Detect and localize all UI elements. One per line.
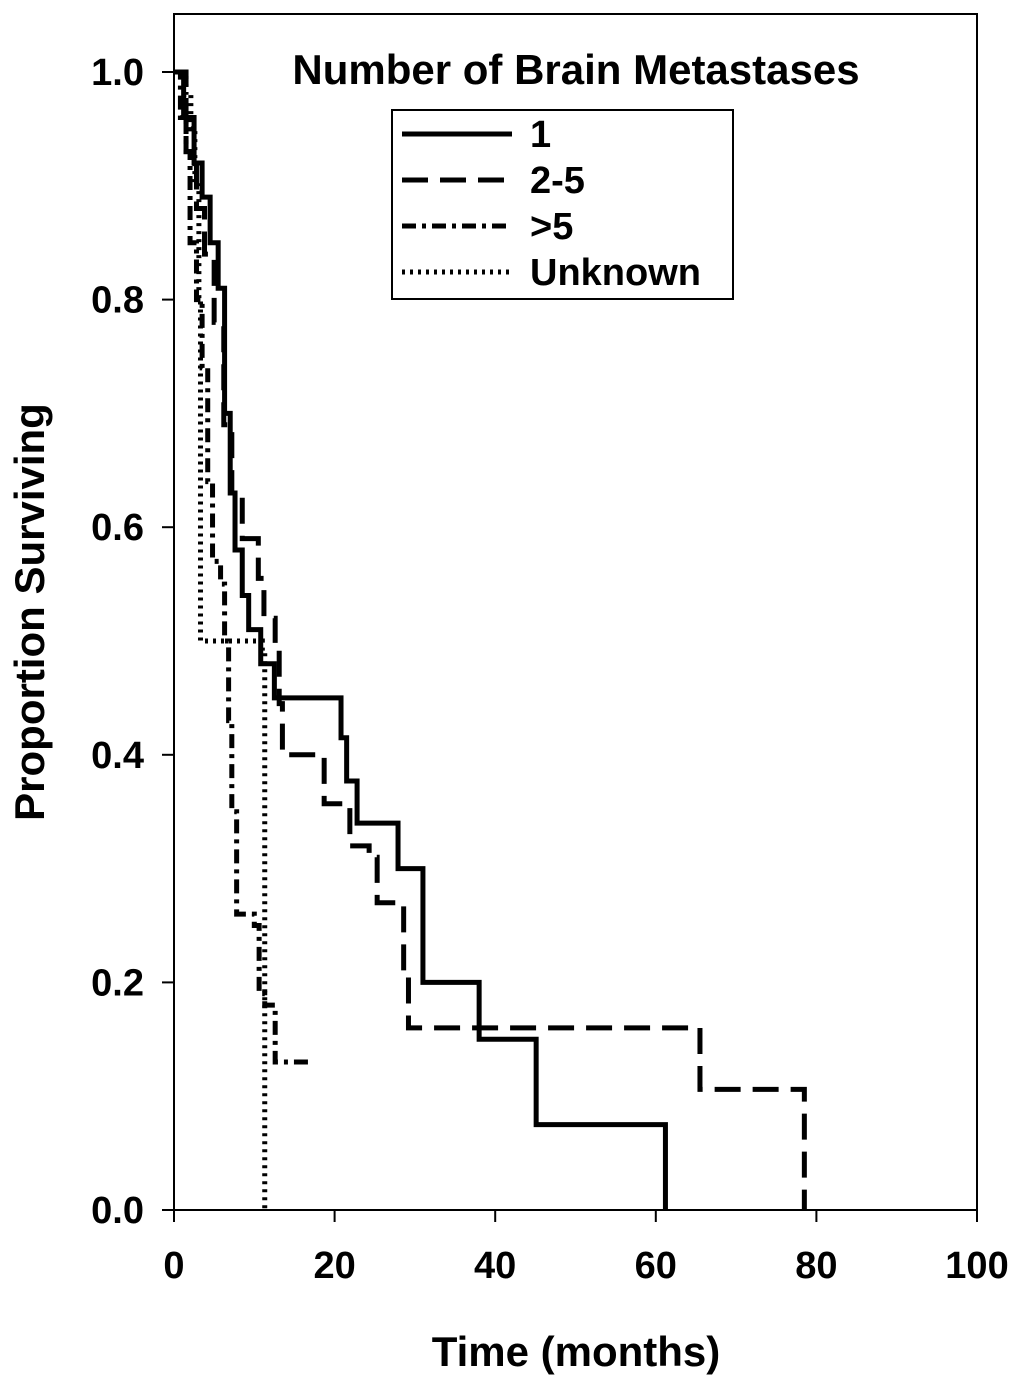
series-line-dashed xyxy=(174,69,807,1210)
x-tick-label: 60 xyxy=(635,1245,677,1287)
y-tick-label: 0.0 xyxy=(91,1190,144,1232)
legend-label: >5 xyxy=(530,206,573,248)
x-tick-label: 20 xyxy=(313,1245,355,1287)
legend-box xyxy=(391,109,734,300)
chart-title: Number of Brain Metastases xyxy=(292,46,859,93)
axis-tick-labels: 0 20 40 60 80 100 0.0 0.2 0.4 0.6 0.8 1.0 xyxy=(91,52,1009,1287)
x-tick-label: 80 xyxy=(795,1245,837,1287)
x-tick-label: 40 xyxy=(474,1245,516,1287)
series-line-dashdot xyxy=(174,69,314,1065)
legend-label: 1 xyxy=(530,114,551,156)
x-axis-label: Time (months) xyxy=(432,1328,721,1375)
legend-label: Unknown xyxy=(530,252,701,294)
y-tick-label: 0.6 xyxy=(91,507,144,549)
series-line-solid xyxy=(174,69,668,1210)
legend-label: 2-5 xyxy=(530,160,585,202)
axis-ticks xyxy=(162,71,978,1222)
x-tick-label: 0 xyxy=(163,1245,184,1287)
series-line-dotted xyxy=(174,69,268,1210)
y-tick-label: 1.0 xyxy=(91,52,144,94)
x-tick-label: 100 xyxy=(945,1245,1008,1287)
y-tick-label: 0.4 xyxy=(91,735,144,777)
y-tick-label: 0.8 xyxy=(91,280,144,322)
series-layer xyxy=(174,69,807,1210)
plot-area xyxy=(173,13,978,1211)
y-axis-label: Proportion Surviving xyxy=(6,403,53,821)
y-tick-label: 0.2 xyxy=(91,962,144,1004)
